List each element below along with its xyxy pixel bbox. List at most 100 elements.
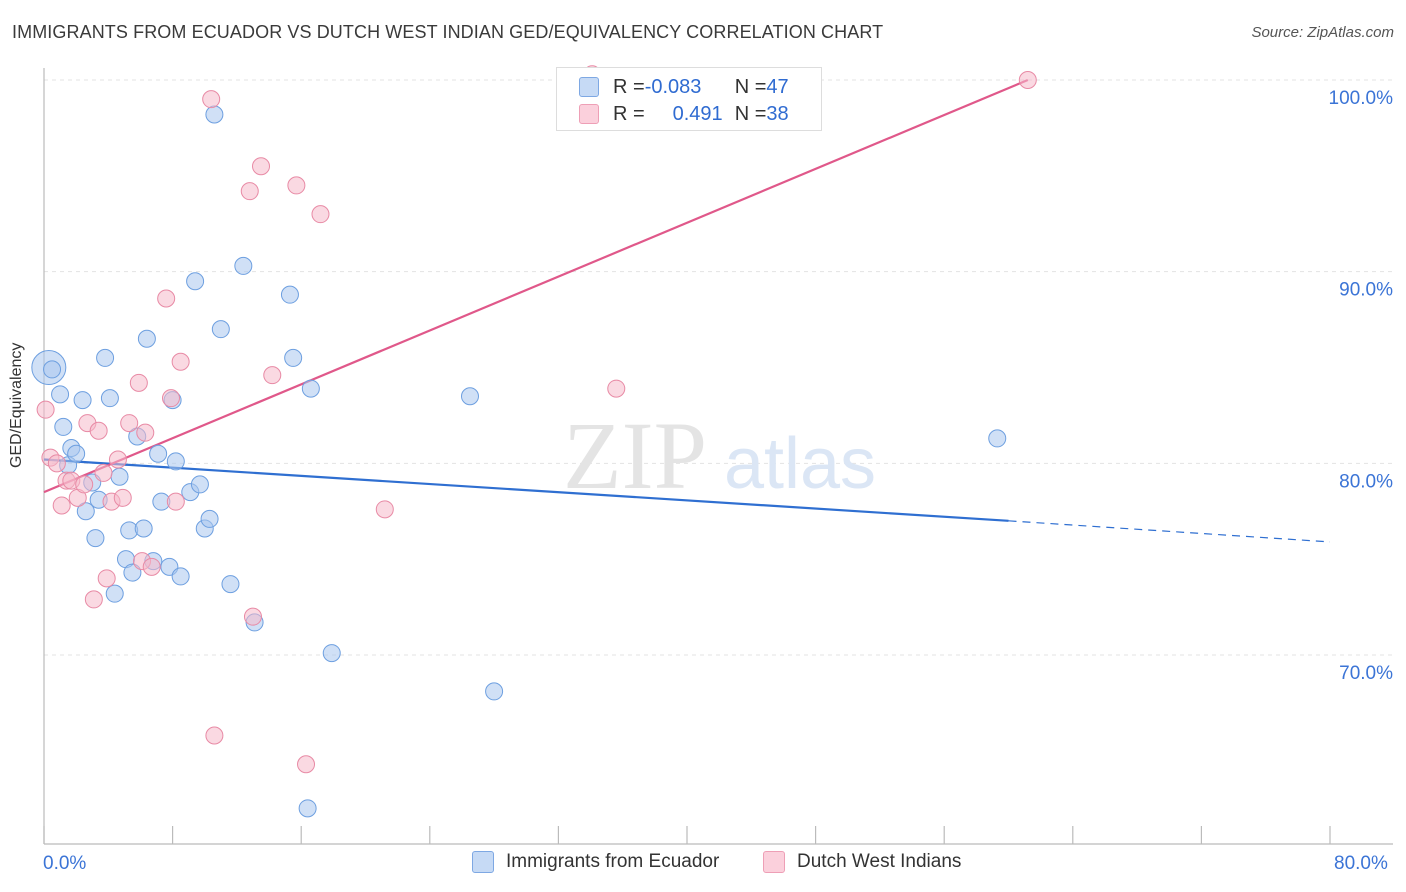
data-point-dutch [243,607,262,626]
data-point-dutch [240,182,259,201]
series-legend: Immigrants from Ecuador Dutch West India… [0,851,1406,877]
legend-row-dutch: R = 0.491 N = 38 [579,101,789,127]
data-point-ecuador [149,444,168,463]
legend-item-dutch[interactable]: Dutch West Indians [763,851,961,873]
data-point-dutch [1018,71,1037,89]
watermark-atlas: atlas [724,424,876,504]
data-point-dutch [287,176,306,195]
data-point-ecuador [988,429,1007,448]
data-point-ecuador [105,584,124,603]
data-point-ecuador [221,575,240,594]
chart-title: IMMIGRANTS FROM ECUADOR VS DUTCH WEST IN… [12,22,884,42]
legend-label-dutch: Dutch West Indians [797,851,962,872]
data-point-dutch [52,496,71,515]
data-point-ecuador [200,509,219,528]
data-point-ecuador [166,452,185,471]
y-tick-label: 80.0% [1339,471,1393,492]
y-tick-labels: 70.0% 80.0% 90.0% 100.0% [1329,88,1394,684]
data-point-ecuador [67,444,86,463]
data-point-ecuador [211,320,230,339]
data-point-ecuador [298,799,317,818]
data-point-ecuador [86,529,105,548]
data-point-dutch [120,414,139,433]
data-point-dutch [89,421,108,440]
data-point-dutch [94,463,113,482]
legend-r-value: 0.491 [672,102,723,125]
x-tick-max: 80.0% [1334,853,1388,874]
data-point-ecuador [43,360,62,379]
legend-swatch-dutch [763,851,785,873]
data-point-ecuador [51,385,70,404]
data-point-ecuador [171,567,190,586]
data-point-ecuador [190,475,209,494]
data-point-ecuador [284,348,303,367]
trend-lines [43,78,1331,543]
trend-line-0 [43,458,1009,522]
trend-line-extension-0 [1008,520,1331,543]
data-points [31,65,1037,818]
data-point-dutch [607,379,626,398]
legend-r-label: R = [613,102,645,125]
data-point-ecuador [460,387,479,406]
data-point-ecuador [301,379,320,398]
watermark: ZIP atlas [563,402,876,509]
legend-n-label: N = [734,102,767,125]
data-point-dutch [375,500,394,519]
data-point-ecuador [205,105,224,124]
data-point-dutch [202,90,221,109]
data-point-dutch [311,205,330,224]
legend-row-ecuador: R = -0.083 N = 47 [579,74,789,100]
data-point-dutch [142,557,161,576]
data-point-ecuador [186,272,205,291]
data-point-dutch [252,157,271,176]
gridlines [44,79,1395,656]
data-point-ecuador [134,519,153,538]
data-point-ecuador [73,391,92,410]
legend-n-value: 38 [766,102,789,125]
data-point-dutch [171,352,190,371]
data-point-ecuador [485,682,504,701]
data-point-dutch [129,373,148,392]
data-point-dutch [47,454,66,473]
data-point-dutch [205,726,224,745]
data-point-dutch [75,475,94,494]
stats-legend: R = -0.083 N = 47 R = 0.491 N = 38 [556,67,822,131]
y-tick-label: 100.0% [1329,88,1394,109]
y-tick-label: 70.0% [1339,663,1393,684]
legend-swatch-ecuador [579,77,599,97]
legend-n-label: N = [734,75,767,98]
y-axis-label: GED/Equivalency [8,342,25,468]
data-point-ecuador [280,285,299,304]
data-point-dutch [157,289,176,308]
legend-label-ecuador: Immigrants from Ecuador [506,851,720,872]
data-point-dutch [97,569,116,588]
x-tick-min: 0.0% [43,853,87,874]
data-point-dutch [136,423,155,442]
legend-r-label: R = [613,75,645,98]
legend-item-ecuador[interactable]: Immigrants from Ecuador [472,851,719,873]
data-point-ecuador [137,329,156,348]
data-point-ecuador [110,467,129,486]
data-point-ecuador [234,256,253,275]
data-point-dutch [263,366,282,385]
data-point-dutch [166,492,185,511]
data-point-ecuador [54,417,73,436]
data-point-dutch [113,488,132,507]
legend-r-value: -0.083 [644,75,702,98]
y-tick-label: 90.0% [1339,280,1393,301]
data-point-dutch [297,755,316,774]
data-point-dutch [84,590,103,609]
data-point-dutch [36,400,55,419]
data-point-ecuador [96,348,115,367]
data-point-ecuador [322,644,341,663]
data-point-ecuador [123,563,142,582]
source-label: Source: ZipAtlas.com [1251,24,1394,41]
data-point-dutch [108,450,127,469]
data-point-ecuador [76,502,95,521]
legend-swatch-dutch [579,104,599,124]
data-point-ecuador [100,389,119,408]
legend-swatch-ecuador [472,851,494,873]
data-point-dutch [161,389,180,408]
watermark-zip: ZIP [563,402,707,509]
